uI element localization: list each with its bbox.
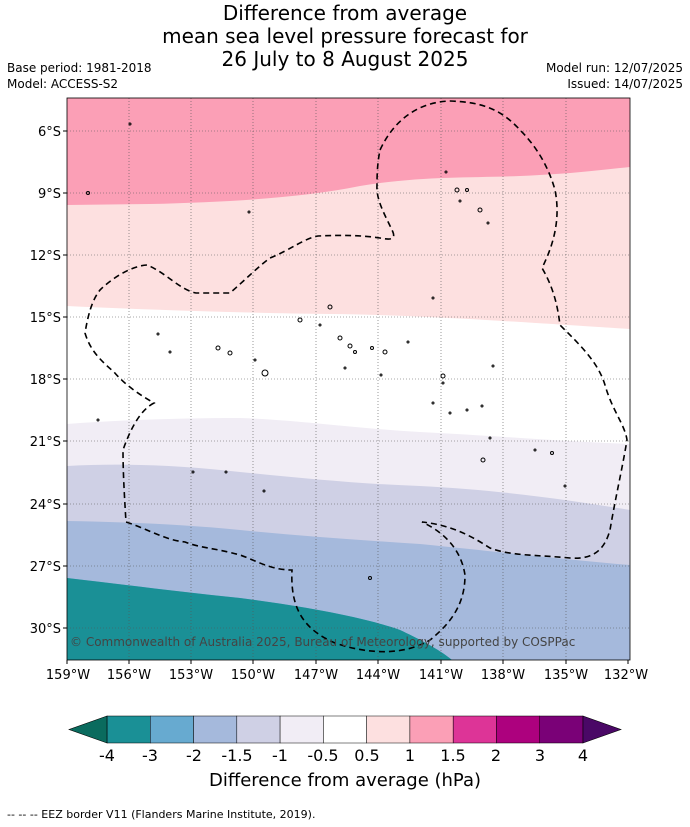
- lon-tick-label: 144°W: [356, 668, 400, 683]
- title-line-3: 26 July to 8 August 2025: [221, 47, 469, 71]
- lon-tick-label: 132°W: [604, 668, 648, 683]
- title-line-1: Difference from average: [222, 1, 468, 25]
- colorbar-tick-label: -4: [99, 746, 115, 765]
- colorbar-segment: [366, 715, 411, 744]
- colorbar-segment: [236, 715, 281, 744]
- lat-tick-label: 18°S: [30, 373, 61, 388]
- lon-tick-label: 147°W: [294, 668, 338, 683]
- colorbar-segment: [496, 715, 540, 744]
- colorbar-segment: [106, 715, 151, 744]
- colorbar-tick-label: 2: [491, 746, 501, 765]
- colorbar: [68, 715, 622, 744]
- map-title: Difference from average mean sea level p…: [0, 2, 690, 71]
- band-m3: [67, 578, 452, 660]
- colorbar-tick-label: 0.5: [354, 746, 379, 765]
- colorbar-tick-label: -1: [272, 746, 288, 765]
- anomaly-field: [67, 98, 630, 660]
- lon-tick-label: 138°W: [481, 668, 525, 683]
- lat-tick-label: 27°S: [30, 560, 61, 575]
- lat-tick-label: 6°S: [38, 125, 61, 140]
- eez-legend-note: -- -- -- EEZ border V11 (Flanders Marine…: [7, 808, 316, 821]
- lat-tick-label: 9°S: [38, 187, 61, 202]
- lat-tick-label: 21°S: [30, 435, 61, 450]
- meta-right: Model run: 12/07/2025 Issued: 14/07/2025: [546, 60, 683, 92]
- colorbar-extend-low: [68, 715, 108, 744]
- colorbar-tick-label: 3: [535, 746, 545, 765]
- lat-tick-label: 12°S: [30, 249, 61, 264]
- lon-tick-label: 135°W: [544, 668, 588, 683]
- eez-border: [84, 100, 628, 653]
- title-line-2: mean sea level pressure forecast for: [162, 24, 528, 48]
- lat-ticks: 6°S 9°S 12°S 15°S 18°S 21°S 24°S 27°S 30…: [30, 125, 67, 637]
- lon-tick-label: 150°W: [231, 668, 275, 683]
- issued-date: Issued: 14/07/2025: [567, 77, 683, 91]
- colorbar-segment: [150, 715, 194, 744]
- colorbar-label: Difference from average (hPa): [208, 770, 482, 791]
- gridlines: [67, 98, 630, 660]
- colorbar-tick-label: -1.5: [221, 746, 252, 765]
- colorbar-ticks: -4 -3 -2 -1.5 -1 -0.5 0.5 1 1.5 2 3 4: [99, 746, 588, 765]
- meta-left: Base period: 1981-2018 Model: ACCESS-S2: [7, 60, 152, 92]
- colorbar-segment: [193, 715, 238, 744]
- lon-tick-label: 156°W: [107, 668, 151, 683]
- colorbar-segment: [452, 715, 497, 744]
- lon-tick-label: 153°W: [169, 668, 213, 683]
- copyright-text: © Commonwealth of Australia 2025, Bureau…: [70, 635, 575, 649]
- colorbar-tick-label: 4: [578, 746, 588, 765]
- colorbar-tick-label: 1: [405, 746, 415, 765]
- colorbar-tick-label: 1.5: [440, 746, 465, 765]
- colorbar-segment: [279, 715, 324, 744]
- lon-ticks: 159°W 156°W 153°W 150°W 147°W 144°W 141°…: [46, 660, 648, 683]
- lat-tick-label: 30°S: [30, 622, 61, 637]
- lat-tick-label: 24°S: [30, 498, 61, 513]
- islands: [86, 122, 567, 580]
- colorbar-tick-label: -2: [186, 746, 202, 765]
- base-period: Base period: 1981-2018: [7, 61, 152, 75]
- lon-tick-label: 141°W: [419, 668, 463, 683]
- colorbar-extend-high: [582, 715, 622, 744]
- colorbar-tick-label: -3: [142, 746, 158, 765]
- lat-tick-label: 15°S: [30, 311, 61, 326]
- model-run: Model run: 12/07/2025: [545, 61, 683, 75]
- colorbar-tick-label: -0.5: [307, 746, 338, 765]
- colorbar-segment: [323, 715, 367, 744]
- colorbar-segment: [539, 715, 584, 744]
- colorbar-segment: [409, 715, 454, 744]
- lon-tick-label: 159°W: [46, 668, 90, 683]
- model-name: Model: ACCESS-S2: [7, 77, 119, 91]
